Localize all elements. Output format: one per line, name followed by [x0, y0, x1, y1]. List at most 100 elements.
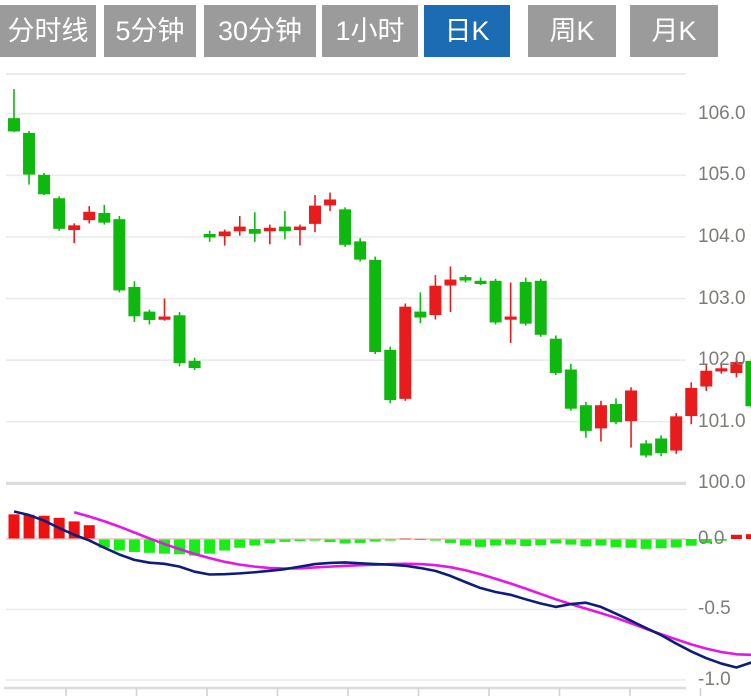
candle-body [218, 231, 231, 237]
macd-bar [625, 539, 637, 548]
candlestick [594, 400, 607, 442]
candlestick [685, 382, 698, 425]
price-chart-svg[interactable] [0, 86, 751, 508]
candlestick [504, 282, 517, 343]
macd-bar [113, 539, 125, 551]
candle-body [309, 205, 321, 224]
candlestick [369, 256, 382, 354]
candle-body [414, 311, 427, 318]
macd-bar [460, 539, 471, 546]
macd-dea-line [73, 510, 751, 657]
candle-body [233, 226, 246, 232]
candlestick [143, 309, 156, 325]
macd-bar [429, 539, 441, 541]
tabbar-divider [6, 73, 686, 75]
candlestick [610, 398, 622, 425]
candlestick [339, 207, 352, 247]
candlestick [83, 206, 96, 224]
candle-body [474, 280, 487, 284]
macd-bar [279, 539, 291, 542]
macd-bar [83, 525, 95, 539]
price-candlestick-panel[interactable] [0, 86, 751, 508]
candlestick [534, 278, 547, 337]
candle-body [278, 226, 291, 232]
macd-bar [475, 539, 487, 547]
macd-bar [685, 539, 697, 546]
candlestick [564, 363, 577, 411]
tab-2[interactable]: 5分钟 [104, 5, 196, 57]
candle-body [188, 360, 201, 369]
candle-body [53, 198, 66, 229]
macd-chart-svg[interactable] [0, 508, 751, 696]
macd-bar [715, 539, 727, 541]
macd-dif-line [13, 510, 751, 669]
macd-bar [38, 515, 50, 539]
macd-bar [174, 539, 186, 555]
macd-bar [354, 539, 366, 543]
candlestick [730, 357, 743, 378]
candle-body [745, 360, 751, 407]
candle-body [579, 405, 592, 431]
candle-body [339, 209, 352, 245]
macd-histogram [8, 514, 751, 556]
candle-body [158, 316, 171, 320]
macd-bar [234, 539, 246, 548]
candlestick [715, 365, 728, 374]
macd-bar [610, 539, 622, 548]
price-axis-label: 100.0 [698, 472, 746, 494]
candle-body [203, 233, 216, 238]
macd-bar [520, 539, 532, 547]
tab-3[interactable]: 30分钟 [204, 5, 316, 57]
tab-5-active[interactable]: 日K [424, 5, 510, 57]
macd-bar [249, 539, 261, 546]
candlestick [233, 215, 246, 236]
candle-body [685, 387, 698, 417]
price-axis-label: 101.0 [698, 410, 746, 432]
candlestick [173, 312, 186, 367]
candlestick [700, 365, 713, 391]
candlestick [414, 292, 427, 324]
macd-bar [550, 539, 562, 544]
candle-body [700, 370, 713, 387]
tab-1[interactable]: 分时线 [0, 5, 96, 57]
macd-indicator-panel[interactable] [0, 508, 751, 696]
candle-body [23, 132, 36, 175]
candlestick [38, 172, 51, 196]
candle-body [489, 280, 502, 323]
candlestick [474, 277, 487, 285]
macd-bar [143, 539, 155, 553]
macd-bar [369, 539, 381, 542]
macd-bar [294, 539, 306, 541]
candle-body [534, 280, 547, 335]
macd-bar [23, 514, 35, 539]
macd-bar [8, 514, 20, 539]
macd-bar [384, 539, 396, 541]
candlestick [579, 402, 592, 438]
tab-4[interactable]: 1小时 [322, 5, 418, 57]
macd-bar [204, 539, 216, 554]
candlestick [8, 89, 20, 133]
tab-6[interactable]: 周K [528, 5, 616, 57]
candlestick [203, 230, 216, 242]
macd-bar [745, 534, 751, 539]
candlestick [354, 238, 367, 262]
candle-body [640, 443, 653, 456]
candle-body [459, 277, 472, 281]
macd-bar [339, 539, 351, 544]
candle-body [519, 282, 532, 324]
price-axis-label: 103.0 [698, 287, 746, 309]
macd-bar [159, 539, 170, 554]
macd-bar [565, 539, 577, 545]
macd-axis-label: 0.0 [698, 528, 725, 549]
candlestick [158, 298, 171, 321]
candlestick [324, 192, 337, 212]
candle-body [670, 416, 683, 451]
macd-bar [535, 539, 547, 546]
candle-body [369, 259, 382, 353]
macd-bar [444, 539, 456, 543]
candlestick [384, 346, 397, 404]
candlestick [429, 275, 442, 320]
tab-7[interactable]: 月K [630, 5, 718, 57]
macd-bar [670, 539, 682, 548]
candlestick [68, 223, 81, 244]
